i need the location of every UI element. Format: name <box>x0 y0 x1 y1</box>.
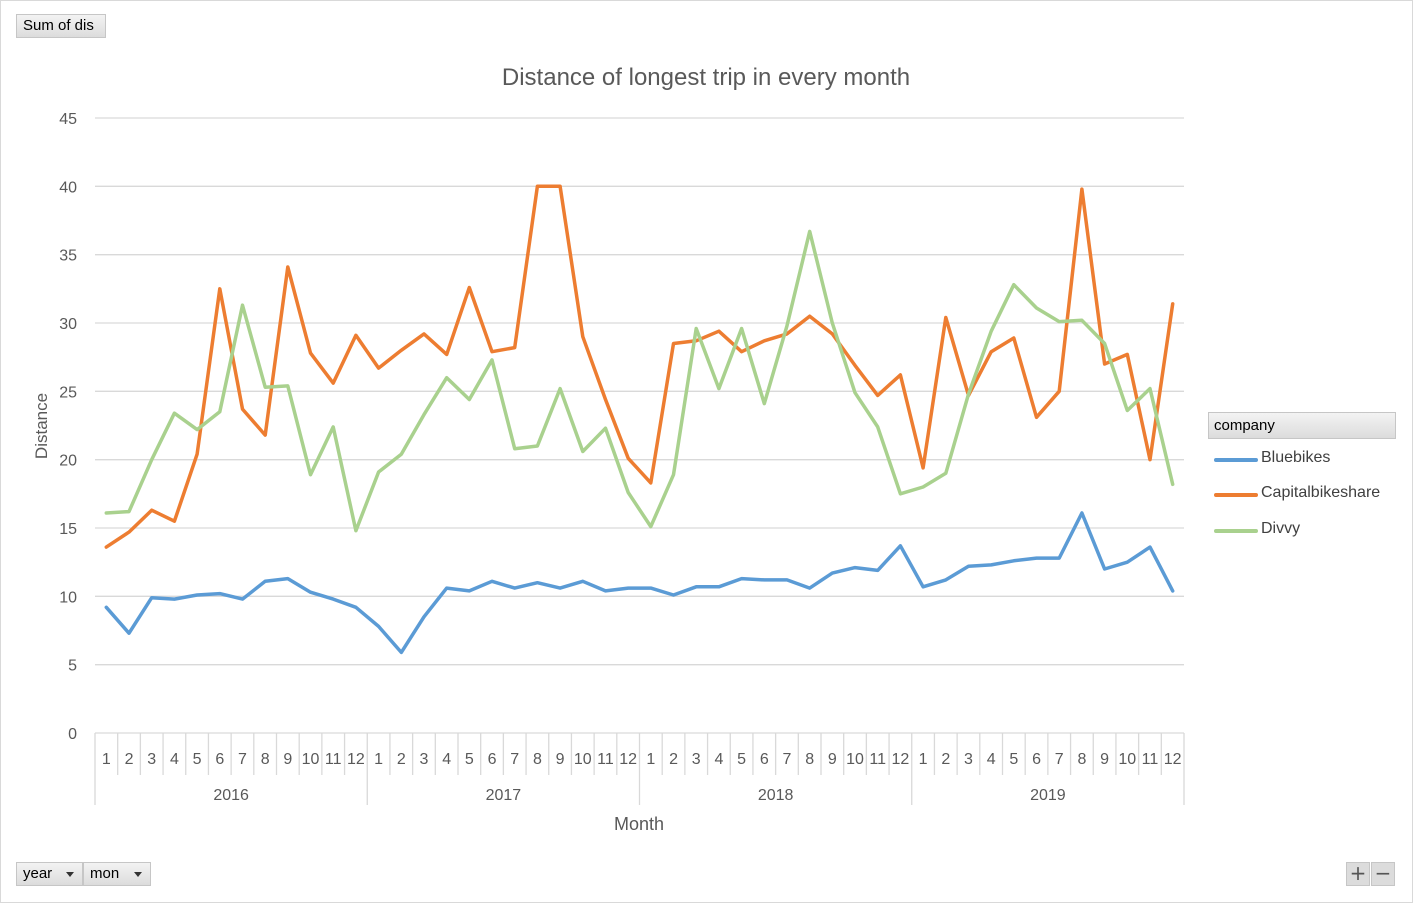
x-tick-label-month: 8 <box>261 751 270 768</box>
x-tick-label-month: 9 <box>1100 751 1109 768</box>
y-tick-label: 15 <box>59 521 77 538</box>
month-field-button[interactable]: mon <box>83 862 151 886</box>
x-tick-label-month: 10 <box>1118 751 1136 768</box>
x-tick-label-month: 10 <box>846 751 864 768</box>
x-tick-label-month: 3 <box>692 751 701 768</box>
x-tick-label-month: 11 <box>597 751 614 768</box>
x-tick-label-month: 4 <box>714 751 723 768</box>
x-tick-label-month: 1 <box>374 751 383 768</box>
x-tick-label-month: 2 <box>941 751 950 768</box>
x-tick-label-month: 9 <box>828 751 837 768</box>
x-tick-label-month: 11 <box>869 751 886 768</box>
x-tick-label-month: 12 <box>347 751 365 768</box>
x-axis: 1 2 3 4 5 6 7 8 9 10 11 12 1 2 3 4 5 6 7 8 9 10 11 12 1 2 3 4 5 6 7 8 9 1… <box>94 732 1185 805</box>
y-axis-ticks: 0 5 10 15 20 25 30 35 40 45 <box>59 111 77 743</box>
series-lines <box>104 184 1175 655</box>
legend-swatch <box>1214 458 1258 462</box>
x-tick-label-month: 3 <box>147 751 156 768</box>
y-tick-label: 5 <box>68 658 77 675</box>
x-tick-label-month: 6 <box>760 751 769 768</box>
chevron-down-icon <box>134 872 142 877</box>
y-tick-label: 45 <box>59 111 77 128</box>
x-tick-label-month: 6 <box>215 751 224 768</box>
y-tick-label: 30 <box>59 316 77 333</box>
x-tick-label-month: 9 <box>556 751 565 768</box>
legend-label: Bluebikes <box>1261 449 1331 466</box>
y-tick-label: 0 <box>68 726 77 743</box>
x-tick-label-month: 8 <box>805 751 814 768</box>
x-axis-label: Month <box>614 814 664 834</box>
x-tick-label-month: 5 <box>737 751 746 768</box>
x-tick-label-month: 7 <box>783 751 792 768</box>
legend-swatch <box>1214 529 1258 533</box>
year-field-label: year <box>23 865 53 882</box>
x-tick-label-month: 10 <box>574 751 592 768</box>
chart-title: Distance of longest trip in every month <box>502 64 910 91</box>
x-tick-label-month: 4 <box>170 751 179 768</box>
x-tick-label-month: 8 <box>1077 751 1086 768</box>
x-tick-label-year: 2019 <box>1030 787 1066 804</box>
x-tick-label-month: 5 <box>1009 751 1018 768</box>
value-field-button[interactable]: Sum of dis <box>16 14 106 38</box>
x-tick-label-month: 2 <box>125 751 134 768</box>
x-tick-label-month: 6 <box>1032 751 1041 768</box>
x-tick-label-month: 12 <box>1164 751 1182 768</box>
x-tick-label-month: 1 <box>102 751 111 768</box>
legend-field-label: company <box>1214 417 1275 434</box>
x-tick-label-year: 2017 <box>486 787 522 804</box>
y-tick-label: 35 <box>59 248 77 265</box>
x-tick-label-month: 7 <box>238 751 247 768</box>
x-tick-label-month: 10 <box>302 751 320 768</box>
year-field-button[interactable]: year <box>16 862 83 886</box>
x-tick-label-month: 3 <box>420 751 429 768</box>
x-tick-label-year: 2018 <box>758 787 794 804</box>
x-tick-label-month: 11 <box>1142 751 1159 768</box>
series-line-capitalbikeshare <box>104 184 1175 549</box>
x-tick-label-month: 5 <box>193 751 202 768</box>
x-tick-label-year: 2016 <box>213 787 249 804</box>
series-line-bluebikes <box>104 511 1175 655</box>
y-axis-label: Distance <box>32 393 51 459</box>
x-tick-label-month: 11 <box>325 751 342 768</box>
x-tick-label-month: 4 <box>987 751 996 768</box>
x-tick-label-month: 12 <box>619 751 637 768</box>
expand-field-button[interactable]: + <box>1346 862 1370 886</box>
plus-icon: + <box>1349 861 1367 885</box>
x-tick-label-month: 2 <box>669 751 678 768</box>
y-tick-label: 25 <box>59 384 77 401</box>
x-tick-label-month: 8 <box>533 751 542 768</box>
y-tick-label: 40 <box>59 179 77 196</box>
legend-label: Divvy <box>1261 520 1301 537</box>
x-tick-label-month: 1 <box>646 751 655 768</box>
gridlines <box>95 117 1184 666</box>
x-tick-label-month: 7 <box>1055 751 1064 768</box>
x-tick-label-month: 3 <box>964 751 973 768</box>
minus-icon: − <box>1374 861 1392 885</box>
y-tick-label: 10 <box>59 589 77 606</box>
series-line-divvy <box>104 229 1175 533</box>
x-tick-label-month: 4 <box>442 751 451 768</box>
x-tick-label-month: 7 <box>510 751 519 768</box>
legend-swatch <box>1214 493 1258 497</box>
x-tick-label-month: 9 <box>283 751 292 768</box>
collapse-field-button[interactable]: − <box>1371 862 1395 886</box>
legend-field-button[interactable]: company <box>1208 412 1396 439</box>
x-tick-label-month: 1 <box>919 751 928 768</box>
y-tick-label: 20 <box>59 453 77 470</box>
chevron-down-icon <box>66 872 74 877</box>
x-tick-label-month: 12 <box>892 751 910 768</box>
value-field-label: Sum of dis <box>23 17 94 34</box>
month-field-label: mon <box>90 865 120 882</box>
x-tick-label-month: 6 <box>488 751 497 768</box>
legend-label: Capitalbikeshare <box>1261 484 1381 501</box>
x-tick-label-month: 2 <box>397 751 406 768</box>
x-tick-label-month: 5 <box>465 751 474 768</box>
